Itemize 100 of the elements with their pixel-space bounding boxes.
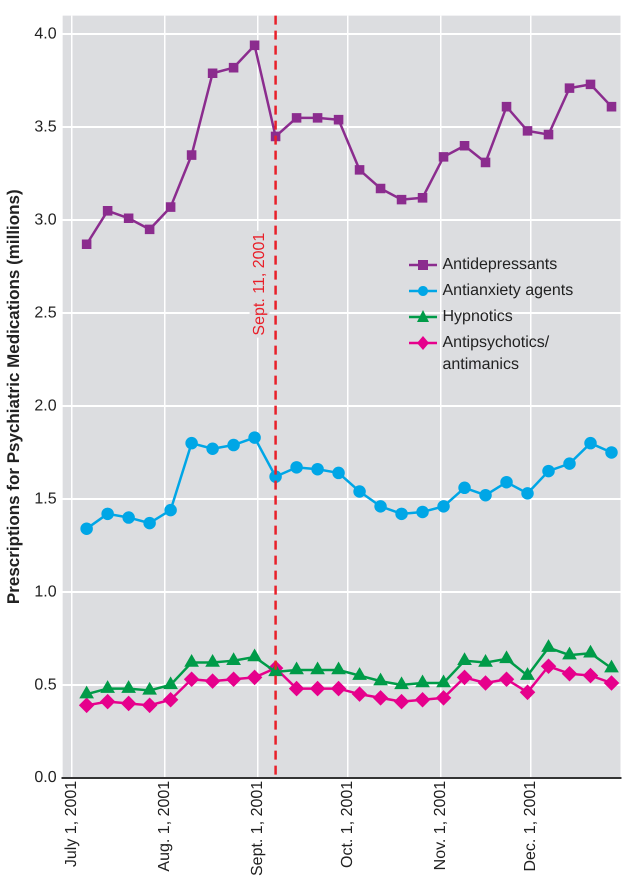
point bbox=[185, 655, 198, 667]
point bbox=[289, 681, 304, 696]
point bbox=[374, 674, 388, 686]
point bbox=[502, 102, 512, 112]
legend-label: Antipsychotics/ antimanics bbox=[442, 332, 550, 375]
point bbox=[395, 678, 408, 690]
legend-label: Hypnotics bbox=[442, 306, 514, 327]
point bbox=[521, 668, 534, 680]
point bbox=[376, 184, 386, 194]
point bbox=[186, 150, 196, 160]
point bbox=[101, 508, 114, 520]
y-tick-label: 3.5 bbox=[34, 118, 57, 136]
y-tick-label: 2.0 bbox=[34, 397, 57, 414]
point bbox=[396, 194, 406, 204]
point bbox=[458, 482, 471, 494]
point bbox=[583, 668, 598, 683]
point bbox=[101, 681, 114, 693]
point bbox=[122, 681, 136, 693]
point bbox=[164, 678, 178, 690]
x-tick-label: Nov. 1, 2001 bbox=[432, 780, 449, 870]
legend-label: Antianxiety agents bbox=[442, 280, 574, 301]
point bbox=[458, 653, 471, 665]
point bbox=[418, 193, 428, 203]
point bbox=[248, 650, 262, 662]
point bbox=[544, 130, 554, 140]
y-tick-label: 2.5 bbox=[34, 304, 57, 322]
point bbox=[143, 683, 156, 695]
point bbox=[248, 431, 261, 444]
point bbox=[606, 102, 616, 112]
y-tick-label: 3.0 bbox=[34, 212, 57, 228]
point bbox=[332, 662, 346, 674]
point bbox=[332, 466, 345, 480]
point bbox=[163, 692, 178, 707]
point bbox=[480, 158, 490, 168]
point bbox=[457, 670, 472, 685]
point bbox=[416, 506, 429, 518]
point bbox=[80, 686, 94, 698]
y-tick-label: 4.0 bbox=[34, 26, 57, 43]
point bbox=[79, 698, 94, 713]
point bbox=[563, 457, 576, 470]
point bbox=[478, 676, 493, 690]
point bbox=[290, 461, 303, 474]
point bbox=[185, 436, 198, 450]
y-tick-label: 1.5 bbox=[34, 490, 57, 508]
point bbox=[206, 442, 219, 456]
point bbox=[564, 83, 574, 93]
point bbox=[227, 653, 240, 665]
point bbox=[437, 676, 450, 688]
point bbox=[394, 694, 409, 709]
point bbox=[562, 666, 577, 681]
point bbox=[541, 659, 556, 674]
point bbox=[395, 508, 408, 520]
point bbox=[584, 436, 597, 450]
point bbox=[312, 113, 322, 123]
point bbox=[331, 681, 346, 696]
point bbox=[605, 660, 618, 672]
point bbox=[124, 213, 134, 224]
point bbox=[542, 464, 555, 478]
point bbox=[521, 487, 534, 500]
point bbox=[438, 152, 448, 162]
point bbox=[373, 690, 388, 706]
point bbox=[436, 690, 451, 706]
point bbox=[247, 670, 262, 685]
point bbox=[437, 500, 450, 513]
point bbox=[80, 522, 93, 535]
point bbox=[206, 655, 220, 667]
point bbox=[311, 462, 324, 476]
point bbox=[374, 500, 387, 513]
point bbox=[310, 681, 325, 696]
point bbox=[121, 696, 136, 711]
x-tick-label: Oct. 1, 2001 bbox=[338, 780, 356, 868]
point bbox=[479, 655, 492, 667]
point bbox=[416, 676, 429, 688]
point bbox=[290, 662, 304, 674]
point bbox=[122, 511, 135, 524]
point bbox=[102, 206, 112, 216]
point bbox=[311, 662, 324, 674]
point bbox=[604, 676, 619, 690]
point bbox=[500, 476, 513, 488]
point bbox=[354, 165, 364, 175]
point bbox=[522, 126, 532, 136]
point bbox=[460, 140, 470, 151]
point bbox=[605, 446, 618, 459]
y-tick-label: 0.5 bbox=[34, 676, 57, 694]
point bbox=[415, 692, 430, 707]
point bbox=[100, 694, 115, 709]
point bbox=[184, 672, 199, 687]
point bbox=[82, 239, 92, 250]
y-tick-label: 0.0 bbox=[34, 769, 57, 786]
point bbox=[353, 485, 366, 498]
y-tick-label: 1.0 bbox=[34, 583, 57, 600]
x-tick-label: July 1, 2001 bbox=[63, 780, 80, 868]
point bbox=[226, 672, 241, 687]
point bbox=[479, 488, 492, 502]
point bbox=[208, 68, 218, 78]
ref-line-label: Sept. 11, 2001 bbox=[250, 232, 268, 336]
x-tick-label: Aug. 1, 2001 bbox=[156, 780, 174, 872]
point bbox=[166, 202, 176, 212]
point bbox=[563, 648, 576, 660]
point bbox=[144, 224, 154, 234]
